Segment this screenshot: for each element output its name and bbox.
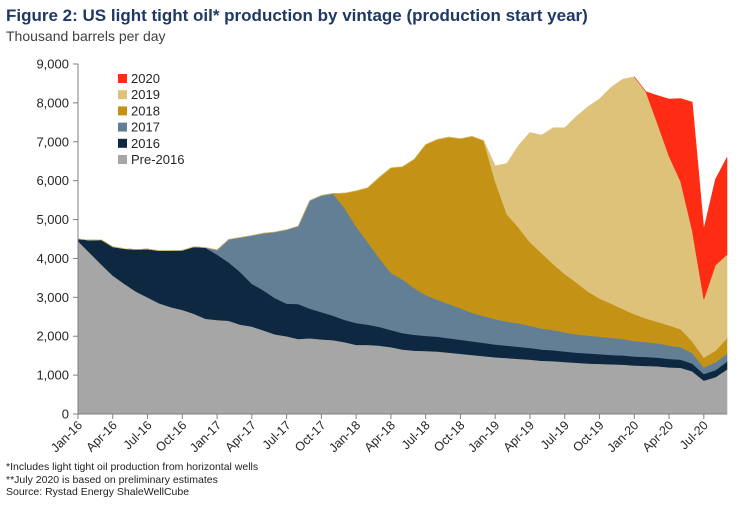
x-tick-label: Jan-20	[604, 418, 641, 455]
x-tick-label: Apr-19	[501, 418, 537, 454]
legend-label: 2016	[131, 136, 160, 151]
y-tick-label: 6,000	[36, 173, 69, 188]
footnotes: *Includes light tight oil production fro…	[6, 461, 258, 499]
x-tick-label: Jul-17	[260, 418, 294, 452]
legend-swatch	[118, 90, 127, 100]
x-tick-label: Oct-19	[570, 418, 606, 454]
footnote-1: *Includes light tight oil production fro…	[6, 461, 259, 473]
y-tick-label: 2,000	[36, 329, 69, 344]
x-tick-label: Jul-20	[677, 418, 711, 452]
area-layers	[77, 76, 728, 415]
chart-subtitle: Thousand barrels per day	[6, 28, 166, 44]
legend-label: 2018	[131, 103, 160, 118]
footnote-2: **July 2020 is based on preliminary esti…	[6, 473, 218, 486]
x-tick-label: Apr-18	[362, 418, 398, 454]
x-tick-label: Jan-17	[187, 418, 224, 455]
area-2019	[77, 76, 728, 359]
stacked-area-chart: 0 1,000 2,000 3,000 4,000 5,000 6,000 7,000 8,00…	[36, 57, 728, 455]
y-tick-label: 7,000	[36, 134, 69, 149]
y-tick-label: 8,000	[36, 95, 69, 110]
footnote-source: Source: Rystad Energy ShaleWellCube	[6, 486, 190, 498]
title-text: US light tight oil* production by vintag…	[82, 6, 588, 25]
x-tick-label: Oct-18	[431, 418, 467, 454]
x-tick-label: Jul-19	[538, 418, 572, 452]
legend-swatch	[118, 74, 127, 83]
y-tick-label: 9,000	[36, 57, 69, 72]
x-tick-label: Oct-16	[153, 418, 189, 454]
figure-number: Figure 2:	[6, 6, 78, 25]
x-tick-label: Jan-18	[326, 418, 363, 455]
y-tick-label: 1,000	[36, 368, 69, 383]
y-tick-label: 0	[62, 407, 69, 422]
x-tick-label: Jan-16	[48, 418, 85, 455]
x-tick-label: Jan-19	[465, 418, 502, 455]
y-axis: 0 1,000 2,000 3,000 4,000 5,000 6,000 7,000 8,00…	[36, 57, 79, 422]
y-tick-label: 4,000	[36, 251, 69, 266]
legend-swatch	[118, 138, 127, 148]
x-tick-label: Jul-16	[121, 418, 155, 452]
x-tick-label: Jul-18	[399, 418, 433, 452]
legend-swatch	[118, 155, 127, 164]
x-tick-label: Apr-16	[83, 418, 119, 454]
chart-title: Figure 2: US light tight oil* production…	[6, 6, 588, 26]
legend-swatch	[118, 106, 127, 116]
y-tick-label: 3,000	[36, 290, 69, 305]
x-tick-label: Apr-20	[640, 418, 676, 454]
legend-swatch	[118, 122, 127, 132]
legend-label: 2017	[131, 120, 160, 135]
area-2020	[634, 76, 728, 300]
y-tick-label: 5,000	[36, 212, 69, 227]
legend-label: 2019	[131, 87, 160, 102]
legend-label: 2020	[131, 71, 160, 86]
x-tick-label: Apr-17	[223, 418, 259, 454]
legend-label: Pre-2016	[131, 152, 184, 167]
x-tick-label: Oct-17	[292, 418, 328, 454]
